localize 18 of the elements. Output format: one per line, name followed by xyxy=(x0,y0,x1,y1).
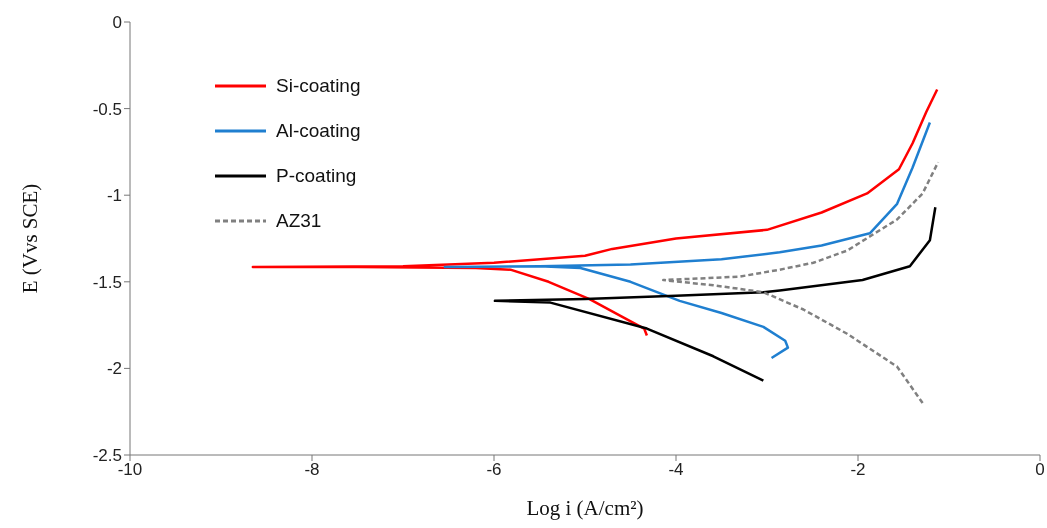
line-series xyxy=(493,206,937,382)
legend-label: P-coating xyxy=(276,164,357,187)
y-tick-label: -1 xyxy=(106,186,122,206)
legend-label: Si-coating xyxy=(276,74,361,97)
x-tick-label: -8 xyxy=(304,460,320,480)
y-tick-label: -1.5 xyxy=(92,272,122,292)
line-series xyxy=(443,121,932,360)
y-tick-label: 0 xyxy=(112,13,122,33)
legend-label: AZ31 xyxy=(276,209,322,232)
y-axis-title: E (Vvs SCE) xyxy=(18,183,43,294)
x-tick-label: -6 xyxy=(486,460,502,480)
x-axis-title: Log i (A/cm²) xyxy=(526,496,644,520)
y-tick-label: -2 xyxy=(106,359,122,379)
x-tick-label: -2 xyxy=(850,460,866,480)
x-tick-label: -4 xyxy=(668,460,684,480)
y-tick-label: -0.5 xyxy=(92,99,122,119)
legend-label: Al-coating xyxy=(276,119,361,142)
x-tick-label: 0 xyxy=(1035,460,1045,480)
